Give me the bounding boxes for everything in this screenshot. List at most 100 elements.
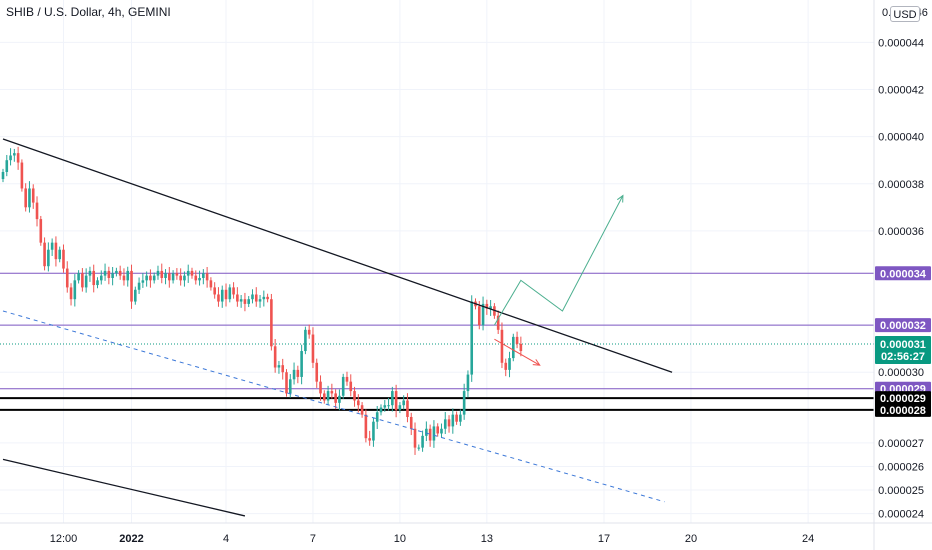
- candle-body-down: [118, 270, 122, 276]
- candle: [141, 273, 145, 288]
- candle: [481, 296, 485, 331]
- candle: [35, 196, 39, 227]
- candle-body-down: [31, 188, 35, 203]
- candle: [406, 393, 409, 423]
- candle: [9, 148, 12, 166]
- candle-body-down: [413, 428, 417, 448]
- candle-body-down: [504, 362, 508, 370]
- candle-body-up: [145, 275, 148, 281]
- candle: [58, 246, 61, 263]
- candle: [243, 292, 247, 312]
- candle: [190, 267, 194, 279]
- dashed-channel-line[interactable]: [2, 310, 665, 503]
- y-tick-label: 0.000024: [878, 509, 924, 521]
- current-price-badge: [875, 335, 931, 364]
- candle: [220, 285, 224, 308]
- candle-body-up: [508, 358, 511, 370]
- candle: [315, 358, 319, 388]
- x-tick-label: 20: [685, 533, 697, 545]
- candle: [349, 374, 353, 397]
- candle-body-down: [35, 202, 39, 220]
- candle: [251, 289, 254, 304]
- candle-body-down: [273, 346, 277, 368]
- candle-body-down: [311, 334, 315, 363]
- candle: [31, 184, 35, 209]
- candle-body-up: [47, 249, 50, 267]
- bullish-path-arrow[interactable]: [493, 195, 624, 326]
- candle-body-down: [190, 270, 194, 276]
- candle-body-up: [137, 282, 141, 290]
- candle: [470, 295, 474, 382]
- candle: [217, 287, 220, 307]
- candle-body-down: [168, 273, 171, 281]
- candle: [512, 333, 515, 362]
- candle-body-up: [481, 303, 485, 326]
- candle: [341, 373, 345, 399]
- candle: [183, 271, 186, 287]
- candle-body-up: [134, 289, 137, 302]
- candle-body-down: [500, 329, 504, 363]
- trendline[interactable]: [2, 138, 673, 373]
- candle: [311, 327, 315, 369]
- candle-body-down: [266, 296, 269, 300]
- y-tick-label: 0.000030: [878, 367, 924, 379]
- candle-body-up: [489, 306, 492, 309]
- candle: [398, 402, 402, 414]
- candle: [96, 277, 99, 289]
- candle-body-up: [220, 289, 224, 302]
- candle: [47, 242, 50, 272]
- candle-body-down: [436, 426, 439, 434]
- x-tick-label: 12:00: [50, 533, 78, 545]
- candle-body-down: [281, 365, 285, 373]
- candle-body-up: [96, 280, 99, 286]
- candle: [50, 238, 54, 256]
- candle-body-up: [341, 376, 345, 396]
- candle-body-up: [156, 270, 160, 276]
- candle: [122, 268, 126, 286]
- y-tick-label: 0.000040: [878, 132, 924, 144]
- candle-body-down: [65, 268, 69, 288]
- level-price-label: 0.000034: [880, 268, 927, 280]
- candle-body-down: [24, 188, 27, 208]
- candle-body-down: [160, 270, 164, 278]
- candle-body-up: [443, 419, 447, 429]
- candle-body-up: [251, 294, 254, 300]
- time-axis[interactable]: 12:00 2022 4 7 10 13 17 20 24: [50, 533, 815, 545]
- candle: [443, 412, 447, 434]
- candle-body-up: [326, 391, 330, 401]
- candle-body-down: [243, 299, 247, 304]
- candle: [383, 399, 387, 412]
- candle-body-down: [345, 376, 349, 382]
- candle: [171, 270, 175, 284]
- candle: [262, 290, 266, 307]
- candle-body-down: [323, 393, 326, 401]
- candle-body-up: [288, 379, 292, 394]
- bearish-path-arrow[interactable]: [494, 338, 541, 366]
- candle: [372, 417, 375, 447]
- candle-body-down: [406, 400, 409, 417]
- candle: [16, 146, 20, 170]
- candle-body-down: [149, 275, 152, 281]
- trendline[interactable]: [2, 458, 246, 517]
- candle-body-up: [440, 428, 443, 434]
- candle: [118, 265, 122, 280]
- price-axis[interactable]: 0.000044 0.000042 0.000040 0.000038 0.000036…: [878, 7, 928, 521]
- candle: [149, 269, 152, 288]
- candle: [62, 244, 65, 273]
- candle-body-down: [92, 270, 96, 286]
- candle: [273, 338, 277, 373]
- candle: [277, 360, 281, 374]
- currency-selector[interactable]: USD: [890, 6, 920, 22]
- x-tick-label: 13: [481, 533, 493, 545]
- candle: [111, 267, 114, 286]
- candle: [164, 269, 167, 285]
- candle-body-down: [62, 249, 65, 269]
- candle: [69, 283, 73, 306]
- level-price-badge: [875, 266, 931, 281]
- candle: [81, 268, 84, 292]
- candle: [179, 268, 182, 286]
- y-tick-label: 0.000038: [878, 179, 924, 191]
- candle-body-down: [357, 400, 360, 406]
- candle: [455, 411, 458, 425]
